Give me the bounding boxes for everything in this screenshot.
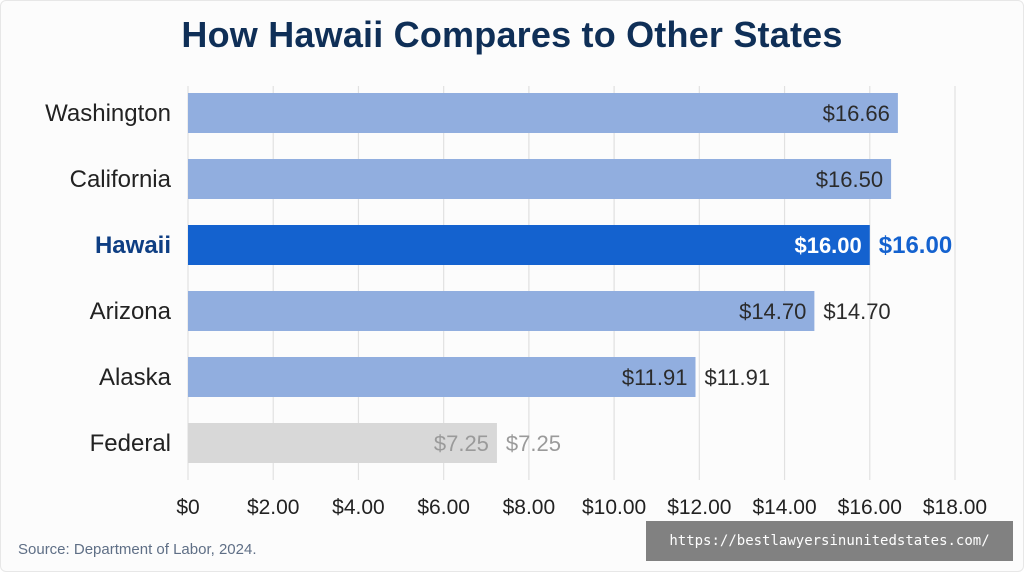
x-tick-label-5: $10.00 xyxy=(582,496,646,519)
value-label-inside-hawaii: $16.00 xyxy=(794,233,861,258)
category-label-washington: Washington xyxy=(45,100,171,127)
x-tick-label-0: $0 xyxy=(176,496,199,519)
category-label-hawaii: Hawaii xyxy=(95,232,171,259)
bar-federal xyxy=(188,423,497,463)
bar-washington xyxy=(188,93,898,133)
value-label-inside-washington: $16.66 xyxy=(823,101,890,126)
x-tick-label-7: $14.00 xyxy=(752,496,816,519)
value-label-outside-alaska: $11.91 xyxy=(704,365,770,390)
x-tick-label-3: $6.00 xyxy=(417,496,470,519)
category-label-federal: Federal xyxy=(90,430,171,457)
bar-california xyxy=(188,159,892,199)
x-tick-label-9: $18.00 xyxy=(923,496,987,519)
bar-arizona xyxy=(188,291,815,331)
x-tick-label-1: $2.00 xyxy=(247,496,300,519)
x-tick-label-6: $12.00 xyxy=(667,496,731,519)
chart-title: How Hawaii Compares to Other States xyxy=(181,14,843,55)
watermark-url: https://bestlawyersinunitedstates.com/ xyxy=(646,521,1013,561)
x-tick-label-4: $8.00 xyxy=(503,496,556,519)
x-tick-label-2: $4.00 xyxy=(332,496,385,519)
value-label-outside-hawaii: $16.00 xyxy=(879,232,952,259)
source-note: Source: Department of Labor, 2024. xyxy=(18,541,257,558)
bar-alaska xyxy=(188,357,696,397)
value-label-inside-federal: $7.25 xyxy=(434,431,489,456)
value-label-outside-arizona: $14.70 xyxy=(823,299,890,324)
value-label-inside-california: $16.50 xyxy=(816,167,883,192)
bar-hawaii xyxy=(188,225,870,265)
x-tick-label-8: $16.00 xyxy=(838,496,902,519)
category-label-arizona: Arizona xyxy=(90,298,172,325)
value-label-inside-alaska: $11.91 xyxy=(622,365,688,390)
category-label-alaska: Alaska xyxy=(99,364,172,391)
category-label-california: California xyxy=(70,166,172,193)
value-label-inside-arizona: $14.70 xyxy=(739,299,806,324)
value-label-outside-federal: $7.25 xyxy=(506,431,561,456)
